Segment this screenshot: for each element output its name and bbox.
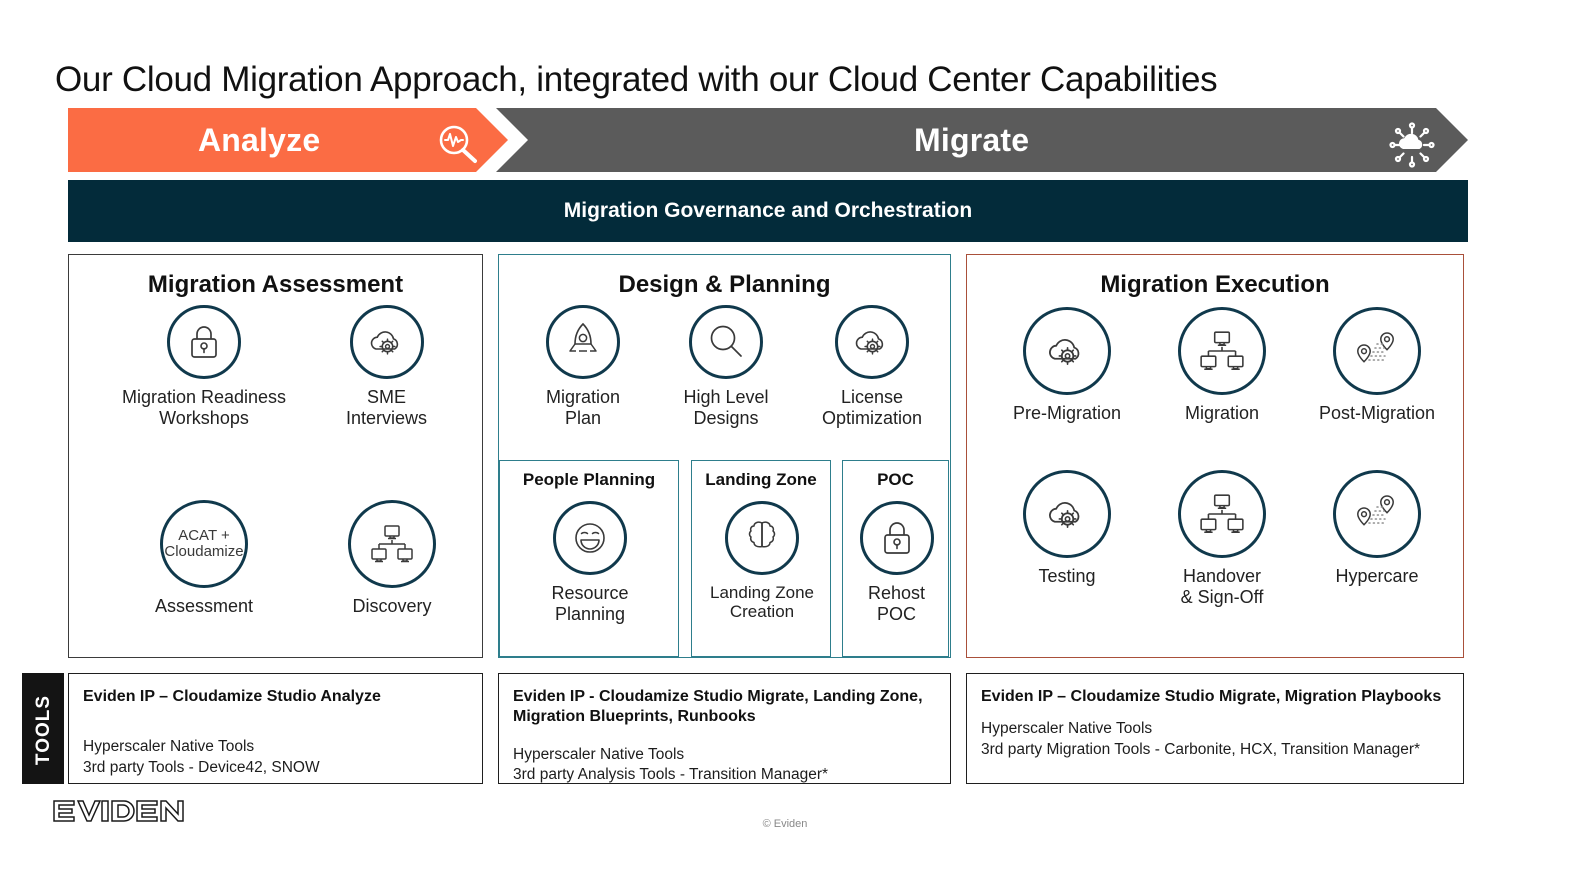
panel-migration-assessment: Migration Assessment Migration Readiness… (68, 254, 483, 658)
tile-resource-planning[interactable]: Resource Planning (510, 501, 670, 624)
governance-label: Migration Governance and Orchestration (563, 199, 973, 222)
tile-label: High Level Designs (683, 387, 769, 428)
tools-tab-label: TOOLS (33, 694, 54, 766)
tile-label: SME Interviews (345, 387, 428, 428)
network-monitors-icon (348, 500, 436, 588)
tile-migration-readiness-workshops[interactable]: Migration Readiness Workshops (109, 305, 299, 428)
copyright: © Eviden (762, 818, 808, 830)
subbox-people-planning: People Planning Resource Planning (499, 460, 679, 657)
tile-label: Discovery (352, 596, 432, 616)
tile-license-optimization[interactable]: License Optimization (797, 305, 947, 428)
tile-label: Assessment (154, 596, 254, 616)
lock-icon (167, 305, 241, 379)
phase-chevron-analyze[interactable]: Analyze (68, 108, 508, 172)
tile-migration[interactable]: Migration (1147, 307, 1297, 424)
governance-bar: Migration Governance and Orchestration (68, 180, 1468, 242)
subbox-title: People Planning (522, 470, 656, 489)
subbox-title: Landing Zone (705, 470, 817, 489)
tile-label: Resource Planning (551, 583, 629, 624)
tools-box-design: Eviden IP - Cloudamize Studio Migrate, L… (498, 673, 951, 784)
network-monitors-icon (1178, 470, 1266, 558)
magnifier-icon (689, 305, 763, 379)
phase-banner: Analyze Migrate (68, 108, 1468, 172)
magnifier-pulse-icon (436, 124, 480, 164)
subbox-title: POC (877, 470, 914, 489)
page-title: Our Cloud Migration Approach, integrated… (55, 60, 1218, 99)
tile-discovery[interactable]: Discovery (312, 500, 472, 617)
tile-hypercare[interactable]: Hypercare (1297, 470, 1457, 587)
phase-chevron-migrate[interactable]: Migrate (496, 108, 1468, 172)
tools-tab: TOOLS (22, 673, 64, 784)
rocket-icon (546, 305, 620, 379)
panel-design-planning: Design & Planning Migration Plan (498, 254, 951, 658)
tile-handover-sign-off[interactable]: Handover & Sign-Off (1147, 470, 1297, 607)
tile-rehost-poc[interactable]: Rehost POC (843, 501, 950, 624)
tools-body: Hyperscaler Native Tools 3rd party Analy… (513, 745, 829, 784)
tile-label: Post-Migration (1318, 403, 1436, 423)
eviden-logo (52, 798, 202, 830)
panel-title-design-planning: Design & Planning (618, 271, 831, 298)
map-pins-icon (1333, 470, 1421, 558)
cloud-gear-icon (349, 305, 424, 379)
tile-label: Migration Readiness Workshops (121, 387, 287, 428)
phase-label-migrate: Migrate (914, 121, 1030, 158)
tile-label: Rehost POC (867, 583, 926, 624)
cloud-gear-icon (1023, 307, 1111, 395)
tile-label: License Optimization (821, 387, 923, 428)
tools-box-analyze: Eviden IP – Cloudamize Studio Analyze Hy… (68, 673, 483, 784)
tile-label: Testing (1038, 566, 1096, 586)
tile-label: Migration Plan (545, 387, 621, 428)
subbox-poc: POC Rehost POC (842, 460, 949, 657)
map-pins-icon (1333, 307, 1421, 395)
tile-post-migration[interactable]: Post-Migration (1297, 307, 1457, 424)
cloud-gear-icon (835, 305, 909, 379)
phase-label-analyze: Analyze (198, 121, 321, 158)
tile-landing-zone-creation[interactable]: Landing Zone Creation (692, 501, 832, 622)
brain-icon (725, 501, 799, 575)
smiley-icon (553, 501, 627, 575)
tile-high-level-designs[interactable]: High Level Designs (656, 305, 796, 428)
tile-sme-interviews[interactable]: SME Interviews (304, 305, 469, 428)
tools-box-execution: Eviden IP – Cloudamize Studio Migrate, M… (966, 673, 1464, 784)
subbox-landing-zone: Landing Zone Landing Zone Creation (691, 460, 831, 657)
panel-migration-execution: Migration Execution Pre-Migration (966, 254, 1464, 658)
tools-body: Hyperscaler Native Tools 3rd party Migra… (981, 720, 1421, 758)
tile-label: Migration (1184, 403, 1260, 423)
tile-label: Handover & Sign-Off (1180, 566, 1264, 607)
cloud-gear-icon (1023, 470, 1111, 558)
lock-icon (859, 501, 934, 575)
panel-title-migration-execution: Migration Execution (1100, 271, 1330, 298)
tile-pre-migration[interactable]: Pre-Migration (987, 307, 1147, 424)
tile-label: Landing Zone Creation (710, 583, 814, 622)
tile-label: Pre-Migration (1012, 403, 1122, 423)
tile-testing[interactable]: Testing (987, 470, 1147, 587)
text-acat-cloudamize-icon: ACAT + Cloudamize (160, 500, 248, 588)
tools-heading: Eviden IP - Cloudamize Studio Migrate, L… (513, 688, 923, 726)
tile-assessment[interactable]: ACAT + Cloudamize Assessment (109, 500, 299, 617)
tile-migration-plan[interactable]: Migration Plan (513, 305, 653, 428)
tile-label: Hypercare (1335, 566, 1419, 586)
ring-text: ACAT + Cloudamize (164, 526, 244, 560)
panel-title-migration-assessment: Migration Assessment (147, 271, 404, 298)
tools-body: Hyperscaler Native Tools 3rd party Tools… (83, 738, 320, 776)
tools-heading: Eviden IP – Cloudamize Studio Analyze (83, 688, 381, 705)
cloud-network-icon (1386, 122, 1438, 168)
tools-heading: Eviden IP – Cloudamize Studio Migrate, M… (981, 688, 1442, 705)
network-monitors-icon (1178, 307, 1266, 395)
